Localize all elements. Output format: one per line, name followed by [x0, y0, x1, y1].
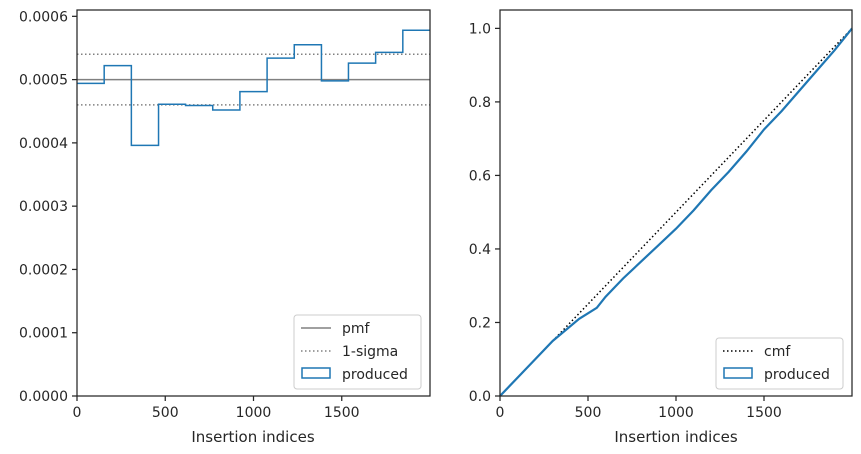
y-tick-label: 0.0003 [19, 199, 68, 215]
produced-histogram [77, 29, 430, 147]
y-tick-label: 0.6 [469, 168, 491, 184]
y-tick-label: 0.0000 [19, 389, 68, 405]
y-tick-label: 0.0 [469, 389, 491, 405]
legend-swatch-produced [301, 367, 331, 379]
y-tick-label: 0.0004 [19, 136, 68, 152]
x-tick-label: 1000 [236, 405, 272, 421]
y-tick-label: 0.4 [469, 242, 491, 258]
x-tick-label: 500 [575, 405, 602, 421]
pmf-chart: 0 500 1000 1500 0.0000 0.0001 0.0002 0.0003 0.00… [19, 9, 431, 446]
y-tick-label: 0.0006 [19, 9, 68, 25]
legend: cmf produced [715, 337, 844, 390]
legend: pmf 1-sigma produced [293, 314, 422, 390]
legend-label-produced: produced [764, 367, 830, 383]
produced-line [499, 27, 853, 397]
y-tick-label: 0.0005 [19, 73, 68, 89]
x-tick-label: 500 [152, 405, 179, 421]
y-tick-label: 0.0002 [19, 262, 68, 278]
x-tick-label: 0 [496, 405, 505, 421]
cmf-chart: 0 500 1000 1500 0.0 0.2 0.4 0.6 0.8 1.0 Insertion… [469, 9, 853, 446]
y-tick-label: 1.0 [469, 21, 491, 37]
x-axis-label: Insertion indices [614, 428, 737, 446]
legend-label-cmf: cmf [764, 344, 791, 360]
legend-swatch-produced [723, 367, 753, 379]
x-axis-label: Insertion indices [191, 428, 314, 446]
legend-label-produced: produced [342, 367, 408, 383]
legend-label-1-sigma: 1-sigma [342, 344, 398, 360]
y-tick-label: 0.8 [469, 95, 491, 111]
legend-label-pmf: pmf [342, 321, 371, 337]
y-tick-label: 0.0001 [19, 326, 68, 342]
y-tick-label: 0.2 [469, 315, 491, 331]
x-tick-label: 0 [73, 405, 82, 421]
x-tick-label: 1500 [324, 405, 360, 421]
x-tick-label: 1000 [658, 405, 694, 421]
x-tick-label: 1500 [746, 405, 782, 421]
